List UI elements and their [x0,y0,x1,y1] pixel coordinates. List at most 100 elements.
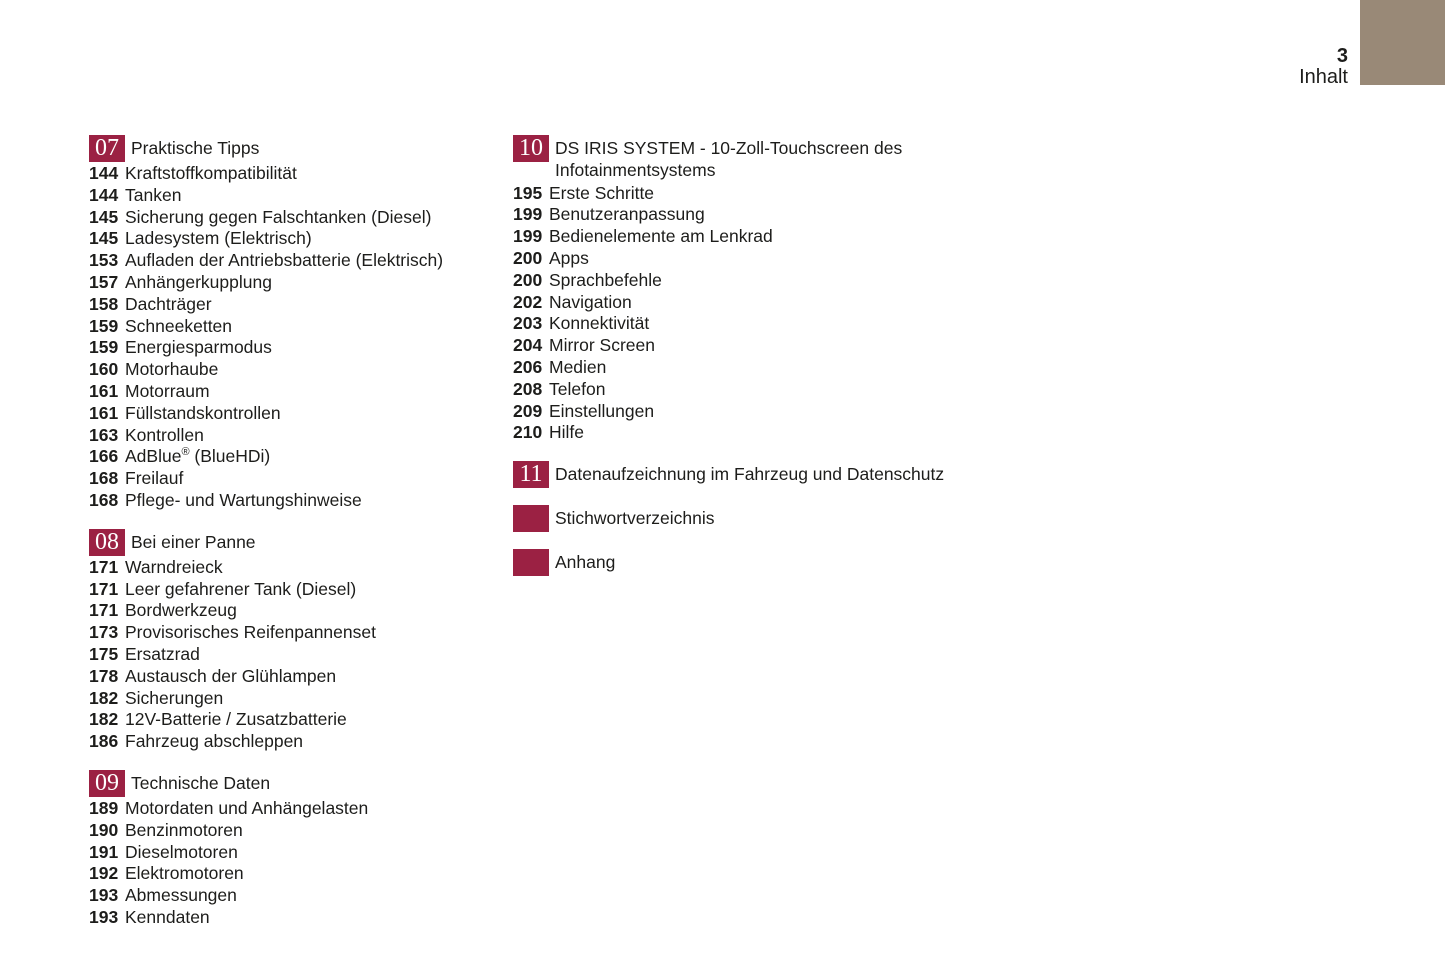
section-header: 11 Datenaufzeichnung im Fahrzeug und Date… [513,461,983,489]
entry-label: Benzinmotoren [125,819,243,840]
toc-entry: 168 Pflege- und Wartungshinweise [89,490,509,512]
entry-label: Elektromotoren [125,863,244,884]
toc-entry: 182 Sicherungen [89,688,509,710]
toc-entry: 199 Bedienelemente am Lenkrad [513,226,983,248]
toc-entry: 168 Freilauf [89,468,509,490]
entry-label: Ladesystem (Elektrisch) [125,228,312,249]
entry-page-number: 190 [89,819,119,840]
entry-page-number: 208 [513,378,543,399]
entry-page-number: 182 [89,709,119,730]
entry-label: AdBlue® (BlueHDi) [125,446,271,467]
entry-label: Kontrollen [125,424,204,445]
toc-entry: 193 Kenndaten [89,907,509,929]
entry-page-number: 161 [89,402,119,423]
entry-page-number: 186 [89,731,119,752]
toc-entry: 163 Kontrollen [89,425,509,447]
entry-page-number: 153 [89,250,119,271]
toc-section: Anhang [513,549,983,577]
entry-page-number: 204 [513,335,543,356]
entry-page-number: 209 [513,400,543,421]
entry-page-number: 168 [89,489,119,510]
toc-entry: 144 Tanken [89,185,509,207]
entry-label: Tanken [125,184,182,205]
toc-entry: 161 Füllstandskontrollen [89,403,509,425]
entry-page-number: 199 [513,226,543,247]
entry-page-number: 182 [89,687,119,708]
entry-label: Sprachbefehle [549,269,662,290]
entry-label: Füllstandskontrollen [125,402,281,423]
section-number-box: 09 [89,769,125,797]
section-header: 07 Praktische Tipps [89,135,509,162]
entry-page-number: 191 [89,841,119,862]
toc-entry: 171 Leer gefahrener Tank (Diesel) [89,579,509,601]
toc-entry: 144 Kraftstoffkompatibilität [89,163,509,185]
entry-label: Provisorisches Reifenpannenset [125,622,376,643]
section-header: Stichwortverzeichnis [513,505,983,533]
toc-entry: 159 Schneeketten [89,316,509,338]
page-title: Inhalt [1299,66,1348,88]
section-title-line: Bei einer Panne [131,531,256,552]
toc-entry: 206 Medien [513,357,983,379]
entry-page-number: 189 [89,797,119,818]
entry-label: Erste Schritte [549,182,655,203]
entry-label: Anhängerkupplung [125,271,272,292]
toc-entry: 200 Sprachbefehle [513,270,983,292]
entry-label: Hilfe [549,422,585,443]
entry-label: Sicherung gegen Falschtanken (Diesel) [125,206,432,227]
entry-label: Medien [549,356,607,377]
toc-section: Stichwortverzeichnis [513,505,983,533]
toc-column-left: 07 Praktische Tipps 144 Kraftstoffkompatibi… [89,135,509,929]
entry-label: Pflege- und Wartungshinweise [125,489,362,510]
toc-entry: 157 Anhängerkupplung [89,272,509,294]
toc-entry: 202 Navigation [513,292,983,314]
entry-page-number: 161 [89,380,119,401]
toc-entry: 200 Apps [513,248,983,270]
entry-page-number: 145 [89,228,119,249]
entry-page-number: 168 [89,468,119,489]
section-header: Anhang [513,549,983,577]
section-title-line: Anhang [555,552,616,573]
entry-page-number: 163 [89,424,119,445]
entry-page-number: 203 [513,313,543,334]
toc-entry: 160 Motorhaube [89,359,509,381]
toc-entry: 190 Benzinmotoren [89,820,509,842]
entry-page-number: 206 [513,356,543,377]
entry-page-number: 200 [513,269,543,290]
section-title: Anhang [549,549,615,574]
toc-entry: 153 Aufladen der Antriebsbatterie (Elektr… [89,250,509,272]
toc-entry: 199 Benutzeranpassung [513,204,983,226]
entry-label: Apps [549,247,589,268]
toc-entry: 203 Konnektivität [513,313,983,335]
toc-section: 09 Technische Daten 189 Motordaten und Anhä… [89,769,509,929]
toc-entry: 171 Warndreieck [89,557,509,579]
toc-entry: 191 Dieselmotoren [89,842,509,864]
entry-page-number: 160 [89,359,119,380]
entry-page-number: 178 [89,665,119,686]
toc-entry: 195 Erste Schritte [513,183,983,205]
toc-entry: 186 Fahrzeug abschleppen [89,731,509,753]
entry-page-number: 171 [89,578,119,599]
section-number-box: 07 [89,135,125,162]
entry-label: Navigation [549,291,632,312]
entry-page-number: 158 [89,293,119,314]
section-header: 08 Bei einer Panne [89,528,509,556]
entry-label: 12V-Batterie / Zusatzbatterie [125,709,347,730]
entry-page-number: 200 [513,247,543,268]
entry-label: Energiesparmodus [125,337,272,358]
section-title: Praktische Tipps [125,135,259,160]
entry-page-number: 166 [89,446,119,467]
toc-entry: 171 Bordwerkzeug [89,600,509,622]
entry-label: Bordwerkzeug [125,600,237,621]
section-title: DS IRIS SYSTEM - 10-Zoll-Touchscreen des… [549,135,902,182]
toc-section: 08 Bei einer Panne 171 Warndreieck 171 Leer g… [89,528,509,753]
section-number-box: 08 [89,528,125,556]
entry-label: Aufladen der Antriebsbatterie (Elektrisc… [125,250,444,271]
toc-entry: 192 Elektromotoren [89,863,509,885]
entry-page-number: 144 [89,163,119,183]
entry-page-number: 202 [513,291,543,312]
entry-label: Freilauf [125,468,184,489]
entry-label: Leer gefahrener Tank (Diesel) [125,578,357,599]
entry-label: Mirror Screen [549,335,655,356]
toc-entry: 210 Hilfe [513,422,983,444]
entry-page-number: 171 [89,556,119,577]
